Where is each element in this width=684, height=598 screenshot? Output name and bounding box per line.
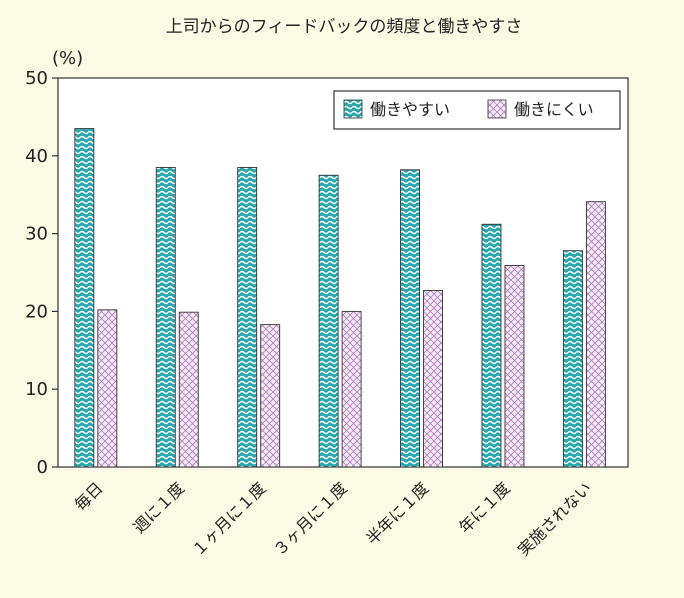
bar-hard — [423, 289, 443, 468]
y-tick-label: 30 — [25, 224, 48, 245]
bar-easy — [400, 169, 420, 468]
bar-hard — [341, 310, 362, 468]
y-tick-label: 50 — [25, 68, 48, 89]
bar-easy — [318, 174, 339, 468]
x-tick-label: 週に１度 — [129, 478, 188, 537]
x-tick-label: 毎日 — [71, 478, 107, 514]
bar-hard — [97, 309, 118, 468]
bar-easy — [562, 250, 583, 468]
legend-label-easy: 働きやすい — [370, 100, 450, 119]
x-tick-label: １ヶ月に１度 — [188, 478, 269, 559]
y-tick-label: 0 — [37, 457, 48, 478]
legend-box — [333, 90, 621, 130]
x-tick-label: 年に１度 — [455, 478, 514, 537]
y-tick-label: 40 — [25, 146, 48, 167]
legend-label-hard: 働きにくい — [514, 100, 594, 119]
y-tick-label: 20 — [25, 301, 48, 322]
bar-easy — [74, 128, 95, 468]
y-axis-unit-label: (%) — [52, 48, 83, 69]
legend-swatch-hard — [487, 99, 507, 119]
x-tick-label: 実施されない — [514, 478, 595, 559]
y-tick-label: 10 — [25, 379, 48, 400]
bar-easy — [155, 167, 176, 468]
bar-hard — [504, 265, 525, 468]
legend-swatch-easy — [343, 99, 363, 119]
bar-hard — [178, 311, 199, 468]
x-axis: 毎日 週に１度 １ヶ月に１度 ３ヶ月に１度 半年に１度 年に１度 実施されない — [71, 478, 596, 559]
bar-group — [74, 128, 606, 468]
y-axis: 0 10 20 30 40 50 — [25, 68, 58, 478]
chart-title: 上司からのフィードバックの頻度と働きやすさ — [166, 17, 523, 37]
x-tick-label: ３ヶ月に１度 — [270, 478, 351, 559]
x-tick-label: 半年に１度 — [362, 478, 432, 548]
bar-hard — [585, 201, 606, 468]
bar-hard — [260, 324, 281, 468]
bar-easy — [237, 167, 258, 468]
legend: 働きやすい 働きにくい — [333, 90, 621, 130]
bar-easy — [481, 223, 502, 468]
